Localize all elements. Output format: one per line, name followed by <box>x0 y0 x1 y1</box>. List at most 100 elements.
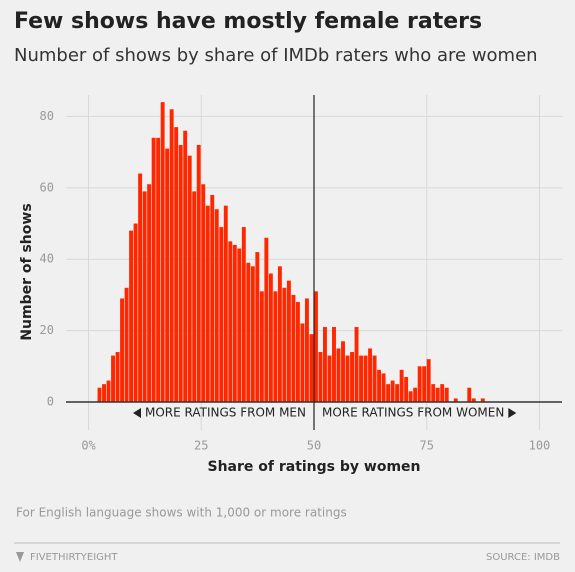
bar <box>408 391 413 402</box>
bar <box>223 205 228 402</box>
bar <box>377 369 382 402</box>
bar <box>277 266 282 402</box>
bar <box>413 387 418 402</box>
bar <box>431 384 436 402</box>
bar <box>386 384 391 402</box>
bar <box>250 266 255 402</box>
y-tick-label: 40 <box>40 252 54 266</box>
x-tick-label: 50 <box>307 439 321 453</box>
bar <box>467 387 472 402</box>
source: SOURCE: IMDB <box>486 552 560 563</box>
bar <box>232 244 237 402</box>
bar <box>291 294 296 402</box>
bar <box>106 380 111 402</box>
bar <box>102 384 106 402</box>
bar <box>97 387 102 402</box>
bar <box>178 144 183 402</box>
note: For English language shows with 1,000 or… <box>16 506 347 520</box>
bar <box>241 227 246 402</box>
bar <box>332 327 336 402</box>
bar <box>174 127 179 403</box>
y-axis-label: Number of shows <box>19 203 35 340</box>
bar <box>246 262 251 402</box>
x-tick-label: 0% <box>81 439 96 453</box>
bar <box>268 273 273 402</box>
bar <box>124 287 129 402</box>
bar <box>214 209 219 402</box>
y-tick-label: 0 <box>47 395 54 409</box>
bar <box>187 155 192 402</box>
bar <box>228 241 233 402</box>
bar <box>210 194 215 402</box>
bar <box>350 352 354 402</box>
bar <box>381 373 386 402</box>
bar <box>440 384 445 402</box>
bar <box>165 148 170 402</box>
bar <box>138 173 143 402</box>
bar <box>395 384 400 402</box>
chart-title: Few shows have mostly female raters <box>14 9 482 34</box>
bar <box>295 302 300 402</box>
bar <box>422 366 427 402</box>
bar <box>205 205 210 402</box>
bar <box>156 137 161 402</box>
bar <box>142 191 147 402</box>
bar <box>273 291 278 402</box>
bar <box>160 102 165 403</box>
bar <box>341 341 345 402</box>
bar <box>219 227 224 402</box>
bar <box>404 377 409 402</box>
bar <box>183 130 188 402</box>
bar <box>120 298 125 402</box>
bar <box>435 387 440 402</box>
bar <box>309 334 314 402</box>
bar <box>300 323 305 402</box>
bar <box>318 352 323 402</box>
bar <box>354 327 359 402</box>
bar <box>304 298 309 402</box>
bar <box>345 355 350 402</box>
bar <box>255 252 260 402</box>
annotation-right: MORE RATINGS FROM WOMEN <box>322 406 504 420</box>
bar <box>417 366 422 402</box>
bar <box>133 223 138 402</box>
brand-icon <box>16 552 24 562</box>
y-tick-label: 20 <box>40 323 54 337</box>
bar <box>111 355 115 402</box>
bar <box>359 355 363 402</box>
x-tick-label: 100 <box>529 439 551 453</box>
x-tick-label: 25 <box>194 439 208 453</box>
bar <box>115 352 120 402</box>
bar <box>147 184 152 402</box>
bar <box>336 348 341 402</box>
chart-subtitle: Number of shows by share of IMDb raters … <box>14 45 538 66</box>
brand: FIVETHIRTYEIGHT <box>30 552 118 563</box>
bar <box>286 280 291 402</box>
y-tick-label: 80 <box>40 109 54 123</box>
annotation-left: MORE RATINGS FROM MEN <box>145 406 306 420</box>
bar <box>314 291 318 402</box>
bar <box>196 144 201 402</box>
x-tick-label: 75 <box>420 439 434 453</box>
bar <box>372 355 377 402</box>
arrow-right <box>508 408 517 418</box>
bar <box>323 327 327 402</box>
y-tick-label: 60 <box>40 180 54 194</box>
bar <box>471 398 476 402</box>
bar <box>264 237 269 402</box>
arrow-left <box>132 408 141 418</box>
bar <box>237 248 242 402</box>
x-axis-label: Share of ratings by women <box>207 459 420 475</box>
bar <box>129 230 134 402</box>
bar <box>259 291 264 402</box>
bar <box>426 359 431 402</box>
bar <box>399 369 404 402</box>
bar <box>151 137 156 402</box>
bar <box>201 184 206 402</box>
bar <box>192 191 197 402</box>
bar <box>169 109 174 403</box>
bar <box>327 355 332 402</box>
bar <box>480 398 485 402</box>
bar <box>368 348 373 402</box>
